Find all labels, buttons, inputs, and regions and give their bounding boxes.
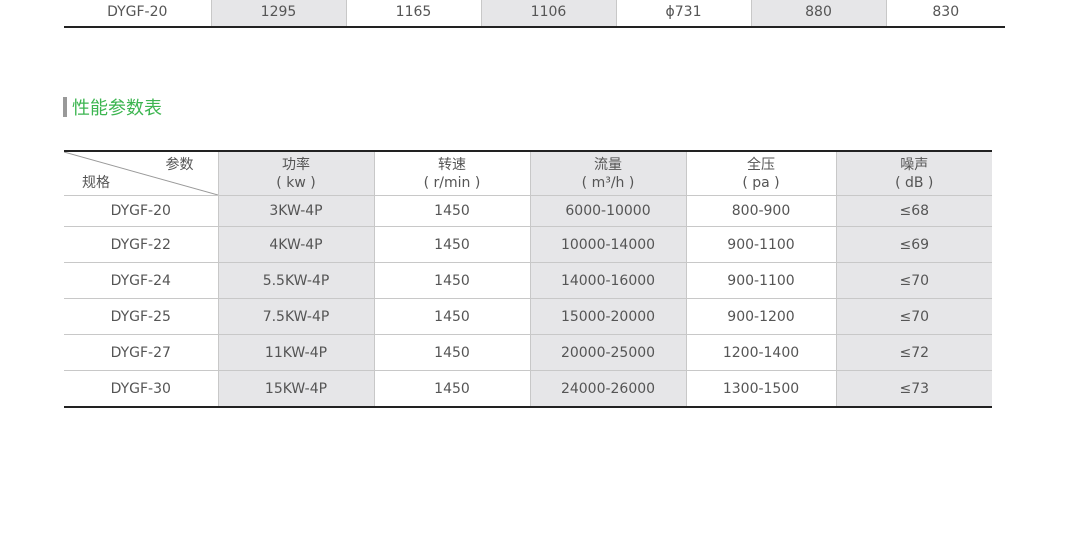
cell: 6000-10000 — [529, 195, 687, 227]
cell: ≤70 — [835, 262, 992, 299]
cell: 1450 — [373, 226, 531, 263]
section-title-text: 性能参数表 — [72, 98, 162, 119]
cell: 4KW-4P — [217, 226, 375, 263]
cell: 900-1200 — [685, 298, 837, 335]
table-row: DYGF-22 4KW-4P 1450 10000-14000 900-1100 ≤69 — [64, 226, 992, 263]
cell: 800-900 — [685, 195, 837, 227]
header-name: 转速 — [438, 156, 466, 173]
cell: 1200-1400 — [685, 334, 837, 371]
cell: ≤73 — [835, 370, 992, 408]
title-marker — [63, 97, 67, 117]
cell: DYGF-24 — [64, 262, 219, 299]
cell: 1165 — [345, 0, 482, 27]
header-cell: 全压( pa ) — [685, 151, 837, 196]
cell: ϕ731 — [615, 0, 752, 27]
header-name: 流量 — [594, 156, 622, 173]
corner-top-label: 参数 — [165, 157, 194, 173]
cell: 11KW-4P — [217, 334, 375, 371]
cell: DYGF-27 — [64, 334, 219, 371]
table-row: DYGF-24 5.5KW-4P 1450 14000-16000 900-1100 ≤7… — [64, 262, 992, 299]
table-row: DYGF-25 7.5KW-4P 1450 15000-20000 900-1200 ≤7… — [64, 298, 992, 335]
cell: 10000-14000 — [529, 226, 687, 263]
cell: 830 — [885, 0, 1005, 27]
cell: 7.5KW-4P — [217, 298, 375, 335]
cell: DYGF-20 — [64, 0, 212, 27]
cell: 5.5KW-4P — [217, 262, 375, 299]
header-unit: ( pa ) — [742, 174, 780, 191]
cell: 1300-1500 — [685, 370, 837, 408]
cell: DYGF-20 — [64, 195, 219, 227]
cell: 15000-20000 — [529, 298, 687, 335]
table-row: DYGF-27 11KW-4P 1450 20000-25000 1200-1400 ≤7… — [64, 334, 992, 371]
cell: ≤70 — [835, 298, 992, 335]
header-name: 全压 — [747, 156, 775, 173]
cell: 1450 — [373, 262, 531, 299]
performance-table: 参数 规格 功率( kw ) 转速( r/min ) 流量( m³/h ) 全压( p… — [64, 150, 992, 408]
header-unit: ( m³/h ) — [581, 174, 635, 191]
corner-cell: 参数 规格 — [64, 151, 219, 196]
header-cell: 转速( r/min ) — [373, 151, 531, 196]
cell: 1106 — [480, 0, 617, 27]
cell: 1450 — [373, 298, 531, 335]
header-name: 功率 — [282, 156, 310, 173]
cell: 1450 — [373, 370, 531, 408]
header-name: 噪声 — [900, 156, 929, 173]
cell: 24000-26000 — [529, 370, 687, 408]
dimension-table: DYGF-20 1295 1165 1106 ϕ731 880 830 — [64, 0, 1005, 28]
cell: 1450 — [373, 195, 531, 227]
cell: DYGF-30 — [64, 370, 219, 408]
table-row: DYGF-20 1295 1165 1106 ϕ731 880 830 — [64, 0, 1005, 27]
corner-bottom-label: 规格 — [82, 175, 110, 191]
header-cell: 流量( m³/h ) — [529, 151, 687, 196]
cell: 900-1100 — [685, 226, 837, 263]
header-row: 参数 规格 功率( kw ) 转速( r/min ) 流量( m³/h ) 全压( p… — [64, 151, 992, 196]
cell: 14000-16000 — [529, 262, 687, 299]
cell: 880 — [750, 0, 887, 27]
cell: 900-1100 — [685, 262, 837, 299]
cell: ≤69 — [835, 226, 992, 263]
cell: 15KW-4P — [217, 370, 375, 408]
cell: 1450 — [373, 334, 531, 371]
table-row: DYGF-30 15KW-4P 1450 24000-26000 1300-1500 ≤7… — [64, 370, 992, 408]
cell: ≤68 — [835, 195, 992, 227]
cell: 3KW-4P — [217, 195, 375, 227]
header-cell: 噪声( dB ) — [835, 151, 992, 196]
header-unit: ( kw ) — [276, 174, 316, 191]
cell: ≤72 — [835, 334, 992, 371]
cell: DYGF-25 — [64, 298, 219, 335]
header-cell: 功率( kw ) — [217, 151, 375, 196]
header-unit: ( dB ) — [895, 174, 934, 191]
cell: DYGF-22 — [64, 226, 219, 263]
cell: 20000-25000 — [529, 334, 687, 371]
cell: 1295 — [210, 0, 347, 27]
table-row: DYGF-20 3KW-4P 1450 6000-10000 800-900 ≤68 — [64, 195, 992, 227]
section-title: 性能参数表 — [63, 96, 162, 119]
header-unit: ( r/min ) — [423, 174, 481, 191]
